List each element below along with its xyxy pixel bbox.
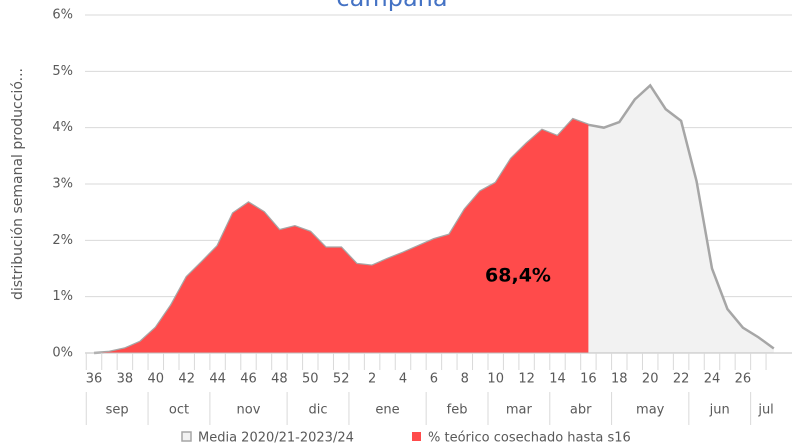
y-tick-label: 6% (52, 8, 73, 23)
x-tick-label: 42 (178, 372, 195, 387)
month-label: feb (447, 403, 468, 418)
legend-label: % teórico cosechado hasta s16 (428, 431, 631, 446)
x-tick-label: 46 (240, 372, 257, 387)
month-label: jun (709, 403, 730, 418)
x-tick-label: 10 (487, 372, 504, 387)
x-tick-label: 50 (302, 372, 319, 387)
x-tick-label: 18 (611, 372, 628, 387)
y-tick-label: 5% (52, 64, 73, 79)
y-tick-label: 4% (52, 120, 73, 135)
x-tick-label: 20 (642, 372, 659, 387)
x-tick-label: 16 (580, 372, 597, 387)
area (94, 119, 589, 353)
x-tick-label: 22 (673, 372, 690, 387)
y-tick-label: 2% (52, 233, 73, 248)
month-label: mar (506, 403, 533, 418)
legend-swatch (412, 432, 421, 441)
x-tick-label: 14 (549, 372, 566, 387)
month-label: sep (106, 403, 129, 418)
legend-label: Media 2020/21-2023/24 (198, 431, 354, 446)
y-tick-label: 0% (52, 346, 73, 361)
x-tick-label: 26 (735, 372, 752, 387)
x-tick-label: 44 (209, 372, 226, 387)
month-label: jul (757, 403, 773, 418)
legend-swatch (181, 431, 192, 442)
month-label: dic (309, 403, 328, 418)
x-tick-label: 38 (117, 372, 134, 387)
x-tick-label: 4 (399, 372, 407, 387)
month-label: ene (375, 403, 399, 418)
x-tick-label: 2 (368, 372, 376, 387)
y-tick-label: 1% (52, 289, 73, 304)
month-label: may (636, 403, 665, 418)
month-label: abr (570, 403, 592, 418)
x-tick-label: 40 (148, 372, 165, 387)
y-tick-label: 3% (52, 177, 73, 192)
x-tick-label: 36 (86, 372, 103, 387)
x-tick-label: 12 (518, 372, 535, 387)
x-tick-label: 6 (430, 372, 438, 387)
x-tick-label: 24 (704, 372, 721, 387)
y-axis-label: distribución semanal producció... (10, 68, 26, 300)
x-tick-label: 52 (333, 372, 350, 387)
x-tick-label: 48 (271, 372, 288, 387)
month-label: nov (237, 403, 261, 418)
month-label: oct (169, 403, 189, 418)
chart-title: campaña (336, 0, 447, 12)
x-tick-label: 8 (461, 372, 469, 387)
annotation: 68,4% (485, 265, 551, 287)
